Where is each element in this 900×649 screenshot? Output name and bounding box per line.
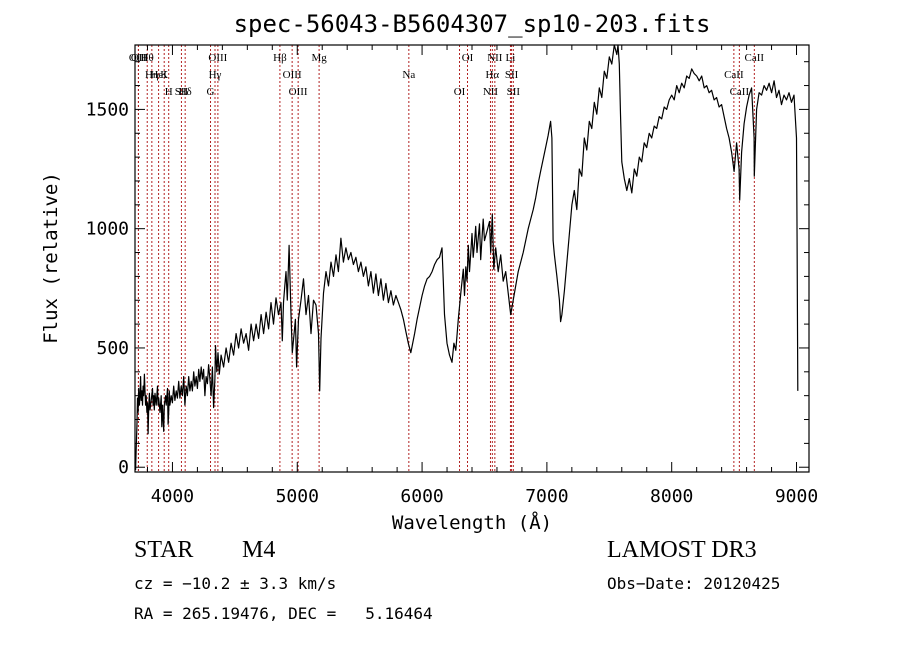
redshift-cz: cz = −10.2 ± 3.3 km/s (134, 574, 337, 593)
marker-label-8: H (165, 86, 173, 98)
marker-label-2: Hδ (179, 86, 192, 98)
marker-label-4: HeI (150, 69, 167, 81)
marker-label-23: SII (507, 86, 521, 98)
y-axis: 0 500 1000 1500 (86, 61, 809, 478)
marker-label-20: NII (483, 86, 499, 98)
marker-label-5: SII (175, 86, 189, 98)
marker-label-0: Hθ (141, 52, 154, 64)
line-markers (137, 45, 755, 472)
marker-label-25: CaII (724, 69, 744, 81)
x-tick-label: 7000 (525, 486, 568, 507)
x-tick-label: 5000 (276, 486, 319, 507)
marker-label-18: OI (462, 52, 474, 64)
x-tick-label: 4000 (151, 486, 194, 507)
marker-label-19: Hα (485, 69, 499, 81)
marker-label-21: NII (487, 52, 503, 64)
x-tick-label: 8000 (650, 486, 693, 507)
marker-label-11: G (207, 86, 215, 98)
object-class: STAR (134, 537, 194, 563)
marker-label-24: Li (506, 52, 516, 64)
marker-label-12: Hβ (273, 52, 287, 64)
y-tick-label: 500 (96, 338, 129, 359)
marker-label-27: CaII (745, 52, 765, 64)
marker-label-13: OIII (283, 69, 302, 81)
survey-name: LAMOST DR3 (607, 537, 757, 563)
marker-label-15: Mg (311, 52, 327, 64)
marker-label-6: OIII (129, 52, 148, 64)
marker-label-10: Hγ (209, 69, 222, 81)
x-axis-label: Wavelength (Å) (392, 511, 552, 534)
line-marker-labels: HθKHδOIIHeISIIOIIIHηHOIIIHγGHβOIIIOIIIMg… (129, 52, 765, 98)
x-axis: 4000 5000 6000 7000 8000 9000 (146, 45, 818, 507)
marker-label-26: CaII (730, 86, 750, 98)
marker-label-22: SII (505, 69, 519, 81)
marker-label-9: OIII (208, 52, 227, 64)
series-flux-line (134, 44, 799, 471)
marker-label-16: Na (402, 69, 415, 81)
marker-label-17: OI (454, 86, 466, 98)
x-tick-label: 9000 (775, 486, 818, 507)
object-subclass: M4 (242, 537, 276, 563)
y-tick-label: 1500 (86, 99, 129, 120)
ra-dec: RA = 265.19476, DEC = 5.16464 (134, 604, 433, 623)
y-axis-label: Flux (relative) (40, 172, 62, 344)
obs-date: Obs−Date: 20120425 (607, 574, 781, 593)
marker-label-14: OIII (289, 86, 308, 98)
marker-label-7: Hη (145, 69, 159, 81)
marker-label-1: K (160, 69, 168, 81)
x-tick-label: 6000 (400, 486, 443, 507)
chart-title: spec-56043-B5604307_sp10-203.fits (234, 10, 711, 38)
y-tick-label: 1000 (86, 219, 129, 240)
y-tick-label: 0 (118, 457, 129, 478)
plot-frame (134, 44, 810, 473)
